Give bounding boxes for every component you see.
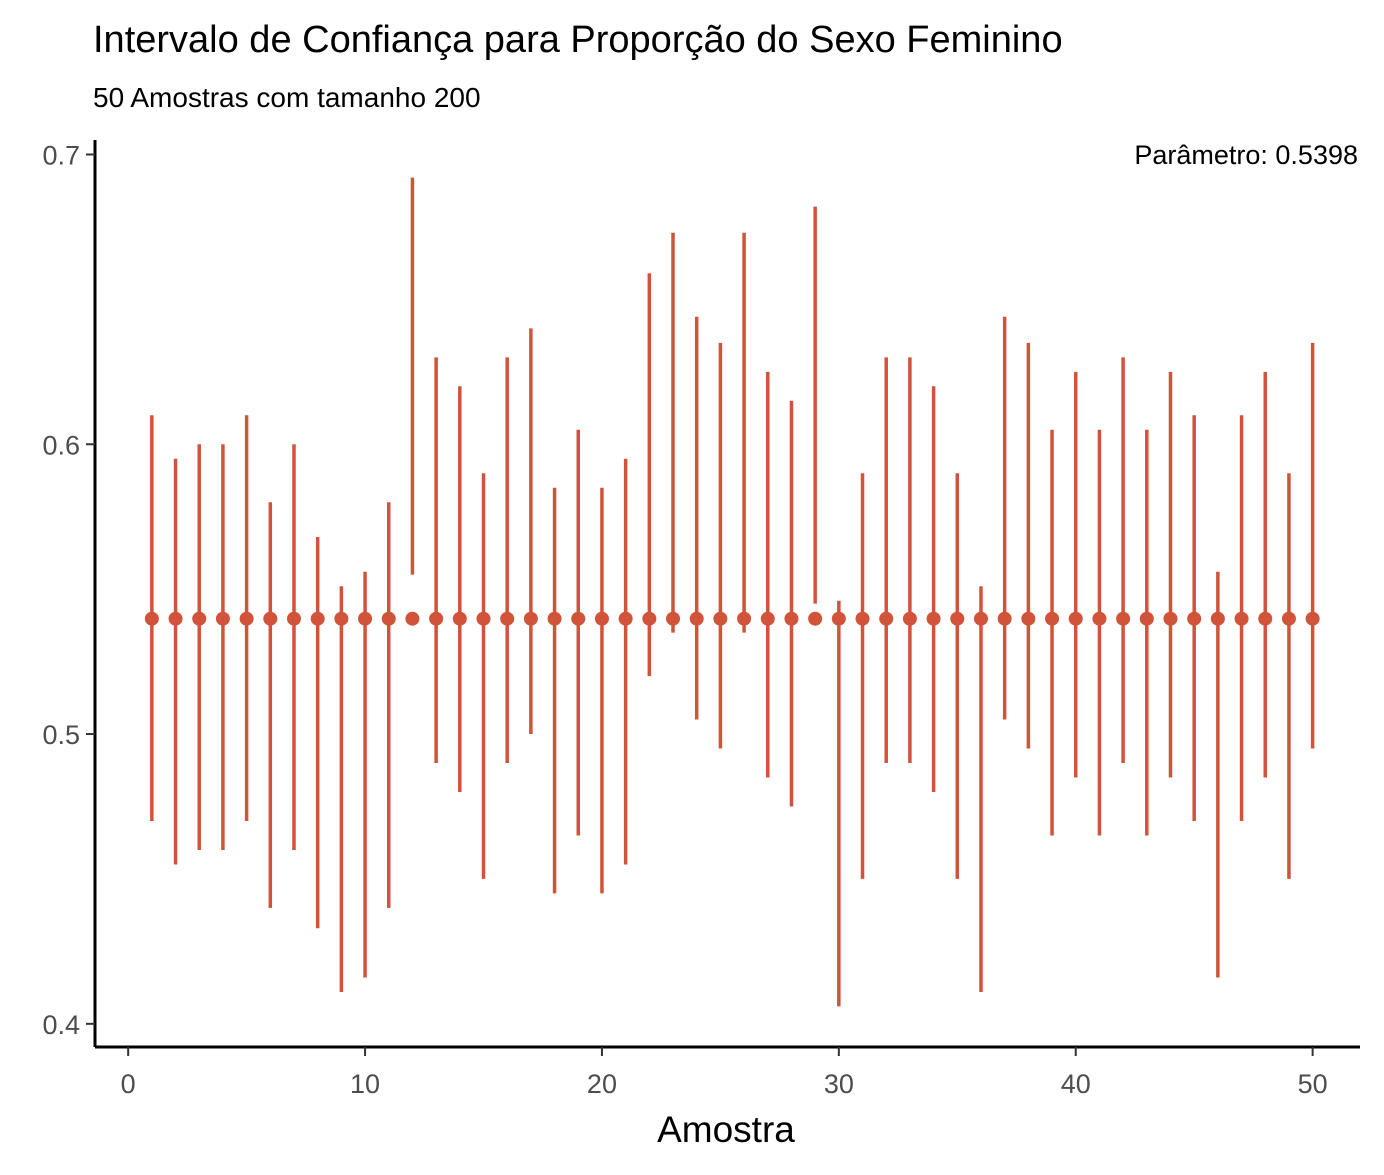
- parameter-point-31: [855, 611, 870, 626]
- x-tick-label-50: 50: [1298, 1069, 1328, 1099]
- parameter-point-32: [879, 611, 894, 626]
- parameter-point-37: [997, 611, 1012, 626]
- parameter-point-20: [594, 611, 609, 626]
- parameter-point-40: [1068, 611, 1083, 626]
- parameter-point-14: [452, 611, 467, 626]
- y-tick-label-0.6: 0.6: [42, 430, 80, 460]
- parameter-point-8: [310, 611, 325, 626]
- parameter-point-5: [239, 611, 254, 626]
- chart-title: Intervalo de Confiança para Proporção do…: [93, 19, 1063, 61]
- parameter-point-44: [1163, 611, 1178, 626]
- parameter-annotation: Parâmetro: 0.5398: [1134, 140, 1358, 170]
- x-axis-title: Amostra: [657, 1109, 795, 1150]
- parameter-point-9: [334, 611, 349, 626]
- parameter-point-38: [1021, 611, 1036, 626]
- parameter-point-16: [500, 611, 515, 626]
- y-tick-label-0.5: 0.5: [42, 720, 80, 750]
- parameter-point-4: [215, 611, 230, 626]
- parameter-point-48: [1258, 611, 1273, 626]
- parameter-point-39: [1045, 611, 1060, 626]
- parameter-point-11: [381, 611, 396, 626]
- parameter-point-22: [642, 611, 657, 626]
- parameter-point-2: [168, 611, 183, 626]
- parameter-point-13: [429, 611, 444, 626]
- parameter-point-34: [926, 611, 941, 626]
- parameter-point-6: [263, 611, 278, 626]
- parameter-point-46: [1210, 611, 1225, 626]
- x-tick-label-0: 0: [121, 1069, 136, 1099]
- parameter-point-18: [547, 611, 562, 626]
- x-tick-label-20: 20: [587, 1069, 617, 1099]
- parameter-point-12: [405, 611, 420, 626]
- parameter-point-35: [950, 611, 965, 626]
- parameter-point-30: [831, 611, 846, 626]
- axes: 0 10 20 30 40 50 0.4 0.5 0.6 0.7: [42, 140, 1360, 1099]
- parameter-point-50: [1305, 611, 1320, 626]
- y-tick-label-0.4: 0.4: [42, 1010, 80, 1040]
- parameter-point-19: [571, 611, 586, 626]
- parameter-point-28: [784, 611, 799, 626]
- parameter-point-33: [902, 611, 917, 626]
- parameter-point-17: [523, 611, 538, 626]
- parameter-point-29: [808, 611, 823, 626]
- parameter-point-36: [973, 611, 988, 626]
- parameter-point-47: [1234, 611, 1249, 626]
- plot-area: [144, 177, 1320, 1007]
- parameter-point-41: [1092, 611, 1107, 626]
- parameter-point-3: [192, 611, 207, 626]
- parameter-point-1: [144, 611, 159, 626]
- parameter-point-42: [1116, 611, 1131, 626]
- parameter-point-25: [713, 611, 728, 626]
- parameter-point-10: [358, 611, 373, 626]
- parameter-point-24: [689, 611, 704, 626]
- parameter-point-43: [1139, 611, 1154, 626]
- parameter-point-45: [1187, 611, 1202, 626]
- x-tick-label-40: 40: [1061, 1069, 1091, 1099]
- x-tick-label-10: 10: [350, 1069, 380, 1099]
- parameter-point-7: [286, 611, 301, 626]
- parameter-point-15: [476, 611, 491, 626]
- y-tick-label-0.7: 0.7: [42, 140, 80, 170]
- chart-subtitle: 50 Amostras com tamanho 200: [93, 82, 481, 113]
- parameter-point-49: [1281, 611, 1296, 626]
- parameter-point-23: [666, 611, 681, 626]
- parameter-point-21: [618, 611, 633, 626]
- parameter-point-26: [737, 611, 752, 626]
- parameter-point-27: [760, 611, 775, 626]
- x-tick-label-30: 30: [824, 1069, 854, 1099]
